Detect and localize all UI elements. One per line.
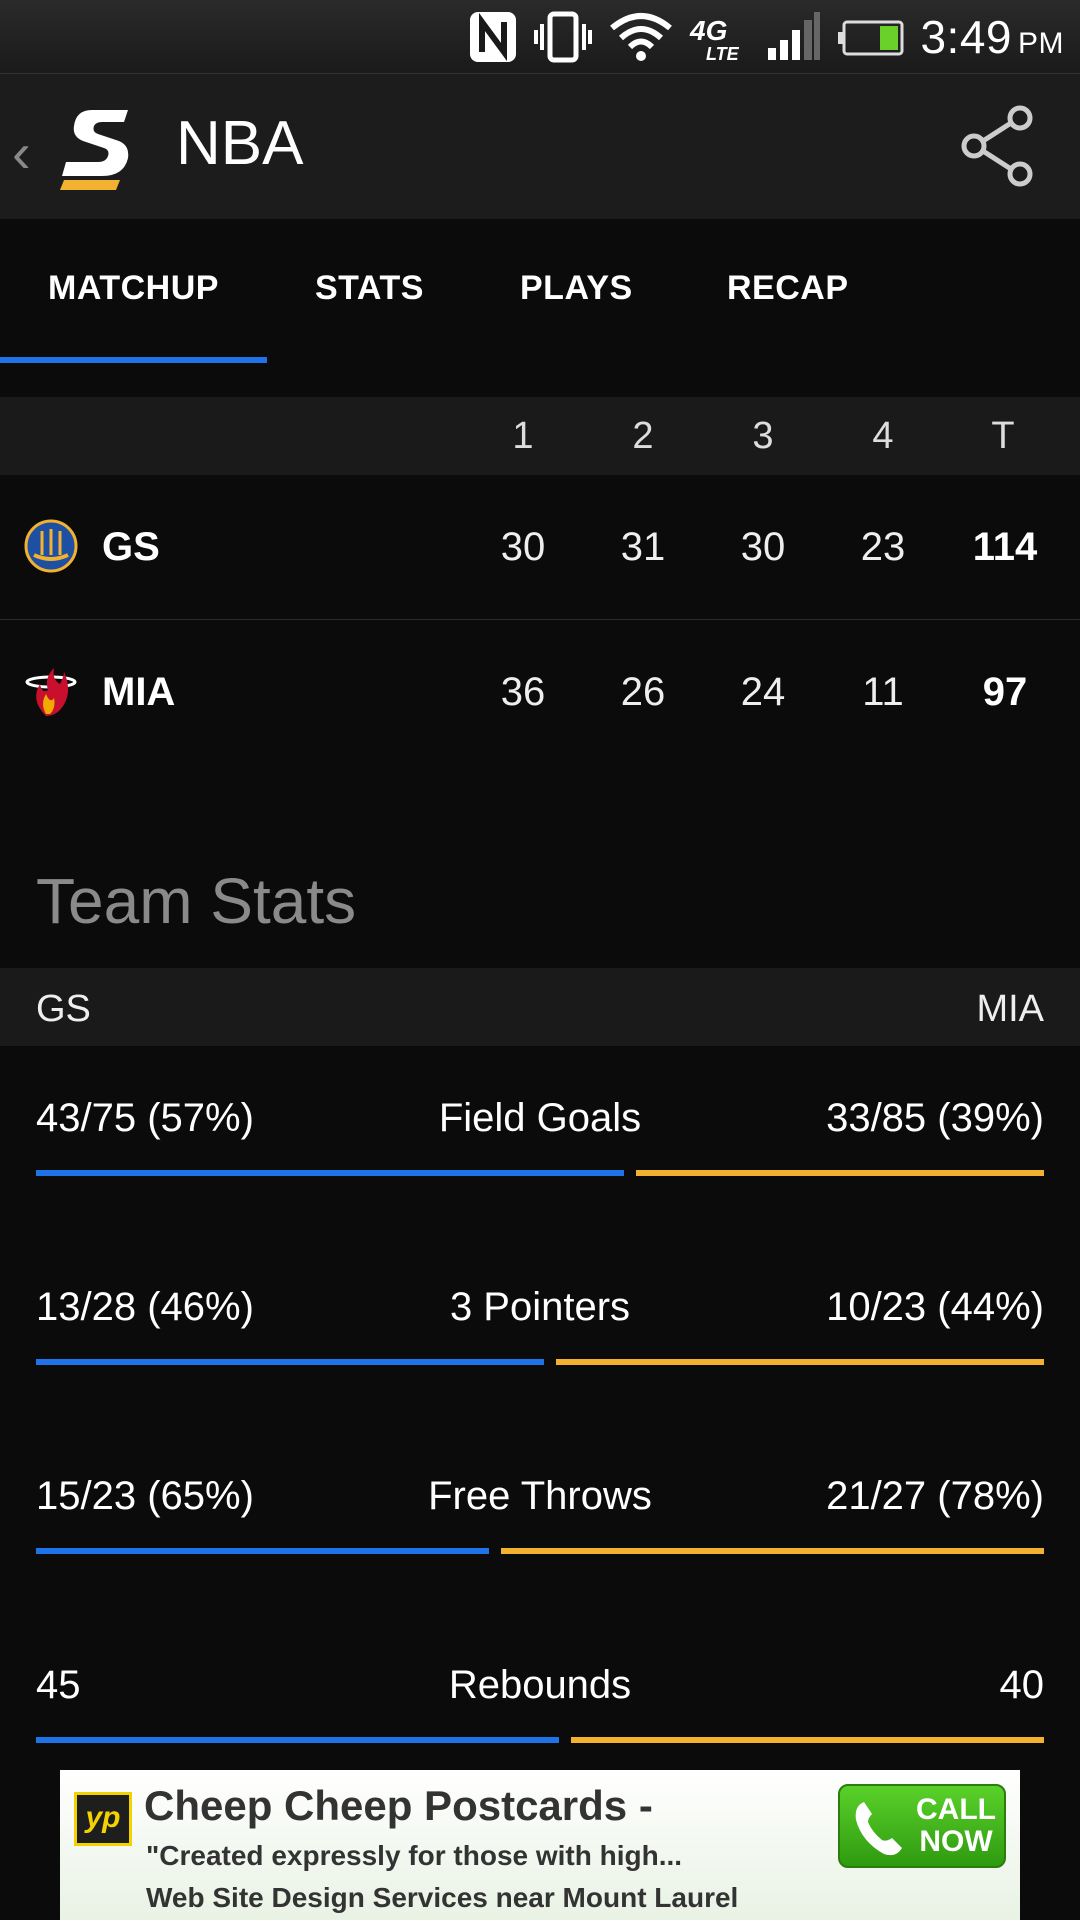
stat-row-rebounds: 45 Rebounds 40 [0, 1663, 1080, 1773]
nfc-icon [468, 10, 518, 64]
share-icon[interactable] [958, 104, 1038, 188]
left-team-label: GS [36, 988, 91, 1030]
quarter-score: 23 [860, 525, 906, 569]
status-bar: 4G LTE 3:49 PM [0, 0, 1080, 74]
quarter-header: 1 [512, 415, 534, 457]
stat-left-value: 45 [36, 1663, 81, 1707]
phone-icon [855, 1802, 902, 1856]
ad-text: Web Site Design Services near Mount Laur… [146, 1882, 739, 1913]
clock: 3:49 PM [920, 11, 1064, 63]
stat-bar-left [36, 1170, 624, 1176]
stat-bar-left [36, 1737, 559, 1743]
stat-left-value: 13/28 (46%) [36, 1285, 254, 1329]
tab-recap[interactable]: RECAP [727, 269, 849, 307]
team-row-mia[interactable]: MIA 36 26 24 11 97 [0, 620, 1080, 765]
ad-title: Cheep Cheep Postcards - [144, 1782, 653, 1829]
stat-right-value: 33/85 (39%) [826, 1096, 1044, 1140]
app-bar: ‹ NBA [0, 74, 1080, 219]
battery-icon [836, 10, 906, 64]
stat-right-value: 21/27 (78%) [826, 1474, 1044, 1518]
quarter-header: 2 [632, 415, 654, 457]
quarter-header: 4 [872, 415, 894, 457]
quarter-header: 3 [752, 415, 774, 457]
team-row-gs[interactable]: GS 30 31 30 23 114 [0, 475, 1080, 620]
stat-left-value: 15/23 (65%) [36, 1474, 254, 1518]
signal-icon [764, 10, 822, 64]
stat-label: 3 Pointers [449, 1285, 631, 1329]
total-score: 114 [972, 525, 1038, 569]
stat-label: Rebounds [448, 1663, 632, 1707]
wifi-icon [608, 10, 674, 64]
heat-logo-icon [25, 668, 77, 716]
quarter-score: 24 [740, 670, 786, 714]
stat-label: Field Goals [438, 1096, 642, 1140]
stat-left-value: 43/75 (57%) [36, 1096, 254, 1140]
back-icon[interactable]: ‹ [12, 121, 31, 184]
team-abbr: MIA [102, 670, 176, 714]
quarter-score: 30 [740, 525, 786, 569]
tab-stats[interactable]: STATS [315, 269, 424, 307]
status-icons: 4G LTE 3:49 PM [468, 0, 1064, 74]
stat-bar-right [556, 1359, 1044, 1365]
quarter-score: 31 [620, 525, 666, 569]
stat-row-free-throws: 15/23 (65%) Free Throws 21/27 (78%) [0, 1474, 1080, 1584]
total-score: 97 [982, 670, 1028, 714]
stat-bar-right [501, 1548, 1044, 1554]
stat-bar-right [571, 1737, 1044, 1743]
stat-bar-right [636, 1170, 1044, 1176]
stat-right-value: 10/23 (44%) [826, 1285, 1044, 1329]
team-abbr: GS [102, 525, 160, 569]
active-tab-indicator [0, 357, 267, 363]
svg-text:4G: 4G [689, 15, 727, 46]
quarter-score: 30 [500, 525, 546, 569]
tab-plays[interactable]: PLAYS [520, 269, 633, 307]
quarter-score: 11 [862, 670, 904, 714]
ad-banner[interactable]: yp Cheep Cheep Postcards - "Created expr… [60, 1770, 1020, 1920]
vibrate-icon [532, 10, 594, 64]
ad-text: "Created expressly for those with high..… [146, 1840, 683, 1871]
warriors-logo-icon [24, 519, 78, 573]
call-now-button[interactable]: CALL NOW [838, 1784, 1006, 1868]
stat-bar-left [36, 1359, 544, 1365]
quarter-score: 36 [500, 670, 546, 714]
lte-icon: 4G LTE [688, 10, 750, 64]
thescore-logo-icon[interactable] [58, 104, 140, 190]
tab-bar: MATCHUP STATS PLAYS RECAP [0, 219, 1080, 364]
stat-row-3-pointers: 13/28 (46%) 3 Pointers 10/23 (44%) [0, 1285, 1080, 1395]
svg-text:LTE: LTE [706, 44, 740, 64]
yp-logo-icon: yp [74, 1792, 132, 1846]
stat-bar-left [36, 1548, 489, 1554]
scoreboard-header: 1 2 3 4 T [0, 397, 1080, 475]
stat-row-field-goals: 43/75 (57%) Field Goals 33/85 (39%) [0, 1096, 1080, 1206]
quarter-score: 26 [620, 670, 666, 714]
team-stats-header: GS MIA [0, 968, 1080, 1046]
stat-label: Free Throws [428, 1474, 652, 1518]
total-header: T [991, 415, 1015, 457]
section-title-team-stats: Team Stats [36, 865, 357, 937]
page-title: NBA [176, 109, 304, 178]
call-now-label: CALL NOW [916, 1793, 996, 1858]
stat-right-value: 40 [999, 1663, 1045, 1707]
right-team-label: MIA [976, 988, 1044, 1030]
tab-matchup[interactable]: MATCHUP [48, 269, 219, 307]
